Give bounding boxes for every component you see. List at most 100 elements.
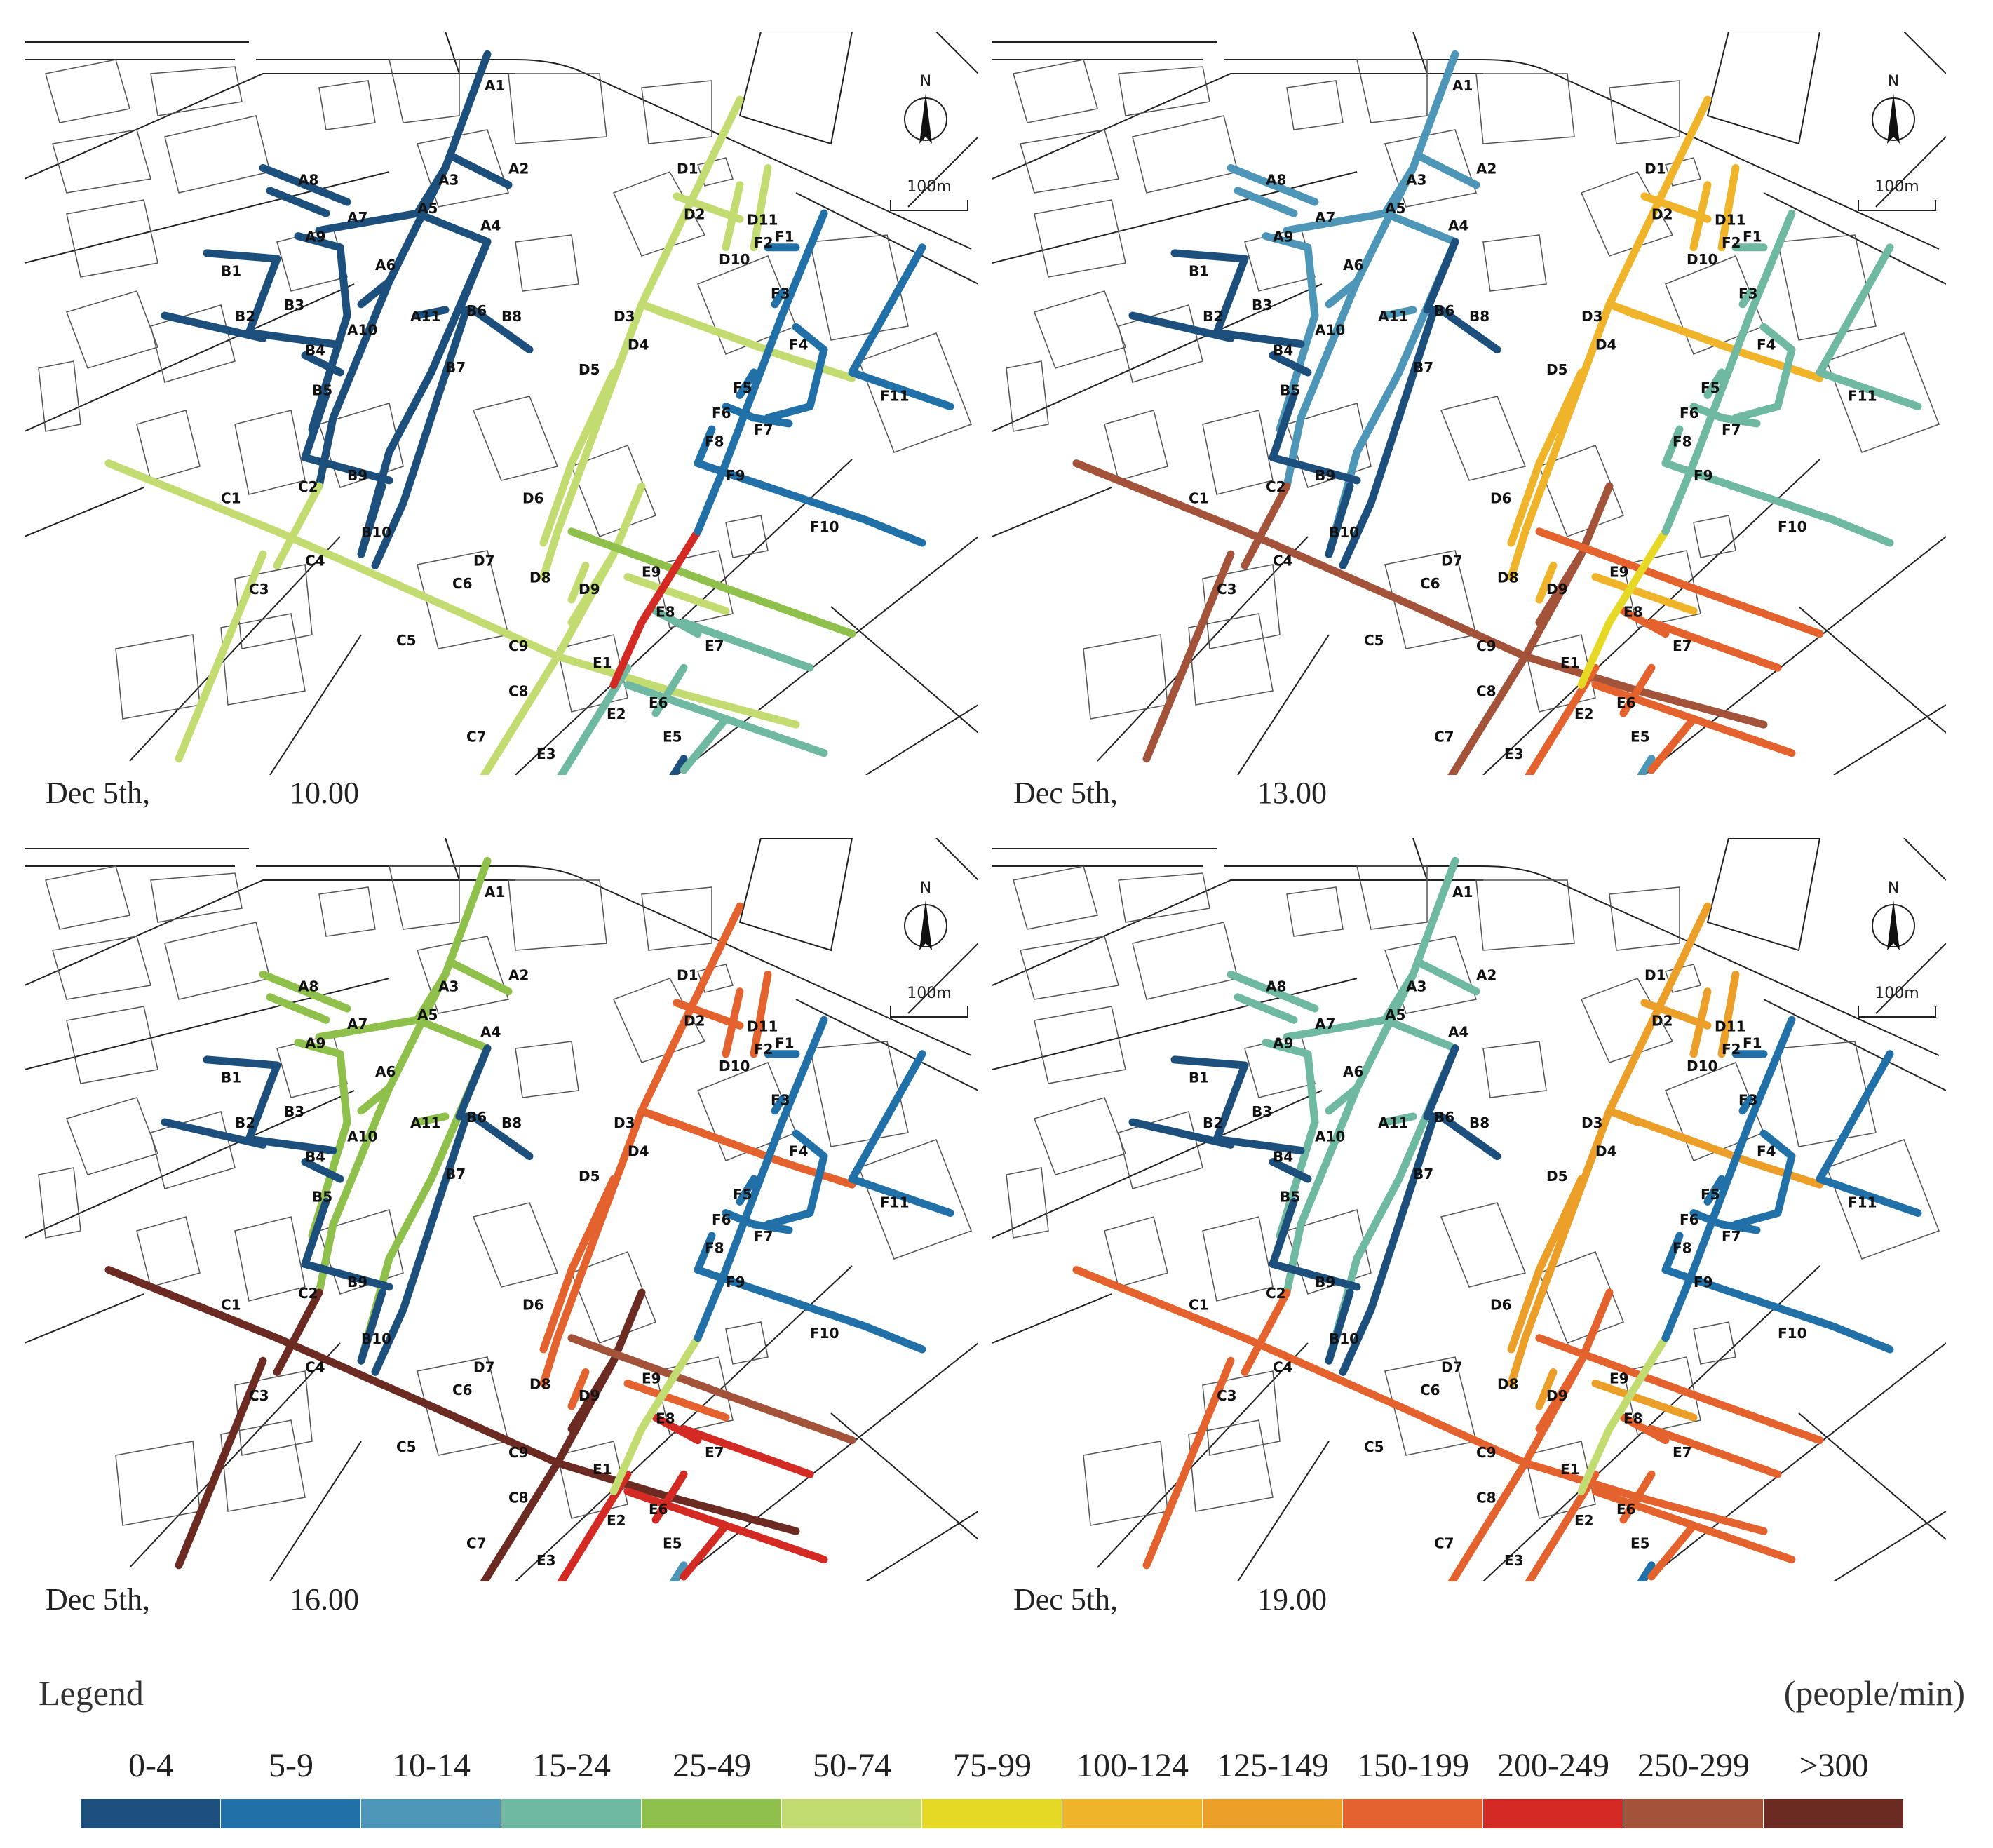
building-outline	[1013, 865, 1098, 930]
segment-label: A11	[1378, 1114, 1408, 1131]
segment-label: B7	[445, 1166, 466, 1182]
segment-label: A10	[347, 322, 377, 339]
segment-label: C1	[221, 1296, 241, 1313]
legend-swatch	[642, 1799, 782, 1828]
segment-label: E9	[642, 564, 661, 581]
flow-segment-E9	[1577, 527, 1670, 689]
building-outline	[612, 978, 706, 1063]
segment-label: A6	[1343, 257, 1363, 274]
flow-segment-E7	[1647, 1424, 1782, 1478]
street-line	[445, 32, 460, 74]
street-network	[992, 32, 1946, 775]
north-arrow: N	[1872, 879, 1915, 950]
building-outline	[858, 332, 972, 453]
segment-label: A6	[375, 257, 396, 274]
segment-label: F1	[1743, 1035, 1762, 1052]
flow-segment-B6	[1423, 238, 1459, 314]
flow-segment-B8	[469, 306, 534, 354]
segment-label: E4	[649, 1580, 668, 1581]
segment-label: B10	[361, 524, 391, 541]
flow-segment-E1	[595, 663, 632, 717]
flow-segment-B6	[455, 238, 492, 314]
segment-label: D7	[473, 552, 495, 569]
flow-segment-D4	[1605, 1107, 1824, 1189]
flow-segment-D8	[567, 1368, 590, 1410]
segment-label: C7	[1434, 1535, 1454, 1552]
legend-labels: 0-4 5-9 10-14 15-24 25-49 50-74 75-99 100-124 12…	[81, 1746, 1904, 1785]
flow-segment-A9	[294, 1039, 351, 1126]
legend-class-label: 5-9	[269, 1747, 313, 1784]
legend-class-label: 50-74	[813, 1747, 891, 1784]
flow-segment-F5	[1703, 368, 1726, 399]
segment-label: F1	[775, 229, 795, 245]
segment-label: A4	[1448, 217, 1468, 234]
segment-label: C9	[1476, 638, 1497, 654]
flow-segment-B4	[301, 1158, 344, 1183]
street-line	[1763, 999, 1946, 1091]
flow-segment-F1	[694, 209, 828, 536]
segment-label: E3	[536, 746, 556, 762]
building-outline	[571, 445, 656, 537]
building-outline	[1482, 234, 1547, 292]
flow-segment-C4	[273, 1334, 435, 1410]
street-line	[1412, 838, 1428, 881]
pedestrian-flow-network	[1072, 50, 1922, 775]
flow-segment-B1	[203, 249, 281, 263]
flow-segment-E6	[651, 1470, 688, 1524]
flow-segment-C2	[1241, 1288, 1291, 1376]
flow-segment-B10	[1325, 482, 1354, 558]
segment-label: C2	[1266, 1285, 1286, 1302]
flow-segment-B7	[371, 1112, 471, 1376]
flow-segment-F4	[1731, 1129, 1796, 1229]
street-line	[129, 1342, 341, 1568]
segment-label: A7	[1315, 209, 1335, 226]
street-line	[1412, 32, 1428, 74]
street-line	[25, 865, 972, 1056]
north-arrow-icon	[919, 93, 932, 144]
street-line	[1482, 459, 1820, 775]
segment-label: D10	[1687, 1058, 1717, 1074]
street-line	[795, 192, 978, 285]
segment-label: B2	[1203, 1114, 1223, 1131]
segment-label: A5	[1385, 1006, 1405, 1023]
street-line	[935, 32, 978, 74]
flow-segment-E7	[680, 1424, 814, 1478]
building-outline	[136, 410, 201, 481]
segment-labels: A1 A2 A3 A4 A5 A6 A7 A8 A9 A10 A11 B1 B2 B3 B4 B5 B6 B7 B8…	[221, 77, 910, 775]
street-line	[25, 73, 515, 180]
segment-label: D4	[628, 337, 649, 353]
street-network	[25, 838, 978, 1581]
flow-segment-C1	[1072, 459, 1249, 536]
street-line	[992, 283, 1323, 432]
segment-label: E5	[663, 1535, 682, 1552]
segment-label: E9	[1609, 1370, 1629, 1387]
building-outline	[1693, 515, 1736, 558]
flow-segment-E6	[1619, 663, 1656, 717]
map-panel-1300: A1 A2 A3 A4 A5 A6 A7 A8 A9 A10 A11 B1 B2 B3 B4 B5 B6 B7 B8…	[992, 32, 1946, 810]
flow-segment-E7	[680, 618, 814, 672]
street-line	[515, 459, 853, 775]
flow-segment-B7	[1339, 306, 1438, 569]
building-outline	[557, 1441, 628, 1519]
building-outline	[1623, 550, 1701, 628]
building-outline	[1118, 1111, 1203, 1189]
building-outline	[150, 1111, 236, 1189]
flow-segment-C7	[1447, 652, 1529, 775]
flow-segment-C1	[104, 459, 281, 536]
panel-date: Dec 5th,	[1013, 776, 1119, 810]
north-label: N	[920, 73, 931, 90]
building-blocks	[38, 865, 972, 1526]
building-outline	[1188, 1419, 1274, 1512]
flow-segment-C7	[480, 1459, 562, 1581]
flow-segment-B3	[1212, 255, 1305, 348]
flow-segment-E1	[1563, 1470, 1600, 1524]
segment-label: C6	[1420, 575, 1440, 592]
building-outline	[1202, 564, 1281, 649]
building-outline	[276, 227, 348, 292]
segment-label: E9	[642, 1370, 661, 1387]
flow-segment-D7	[567, 527, 856, 638]
legend-class-label: >300	[1799, 1747, 1869, 1784]
street-network	[992, 838, 1946, 1581]
building-outline	[45, 865, 130, 930]
segment-label: D10	[1687, 251, 1717, 268]
